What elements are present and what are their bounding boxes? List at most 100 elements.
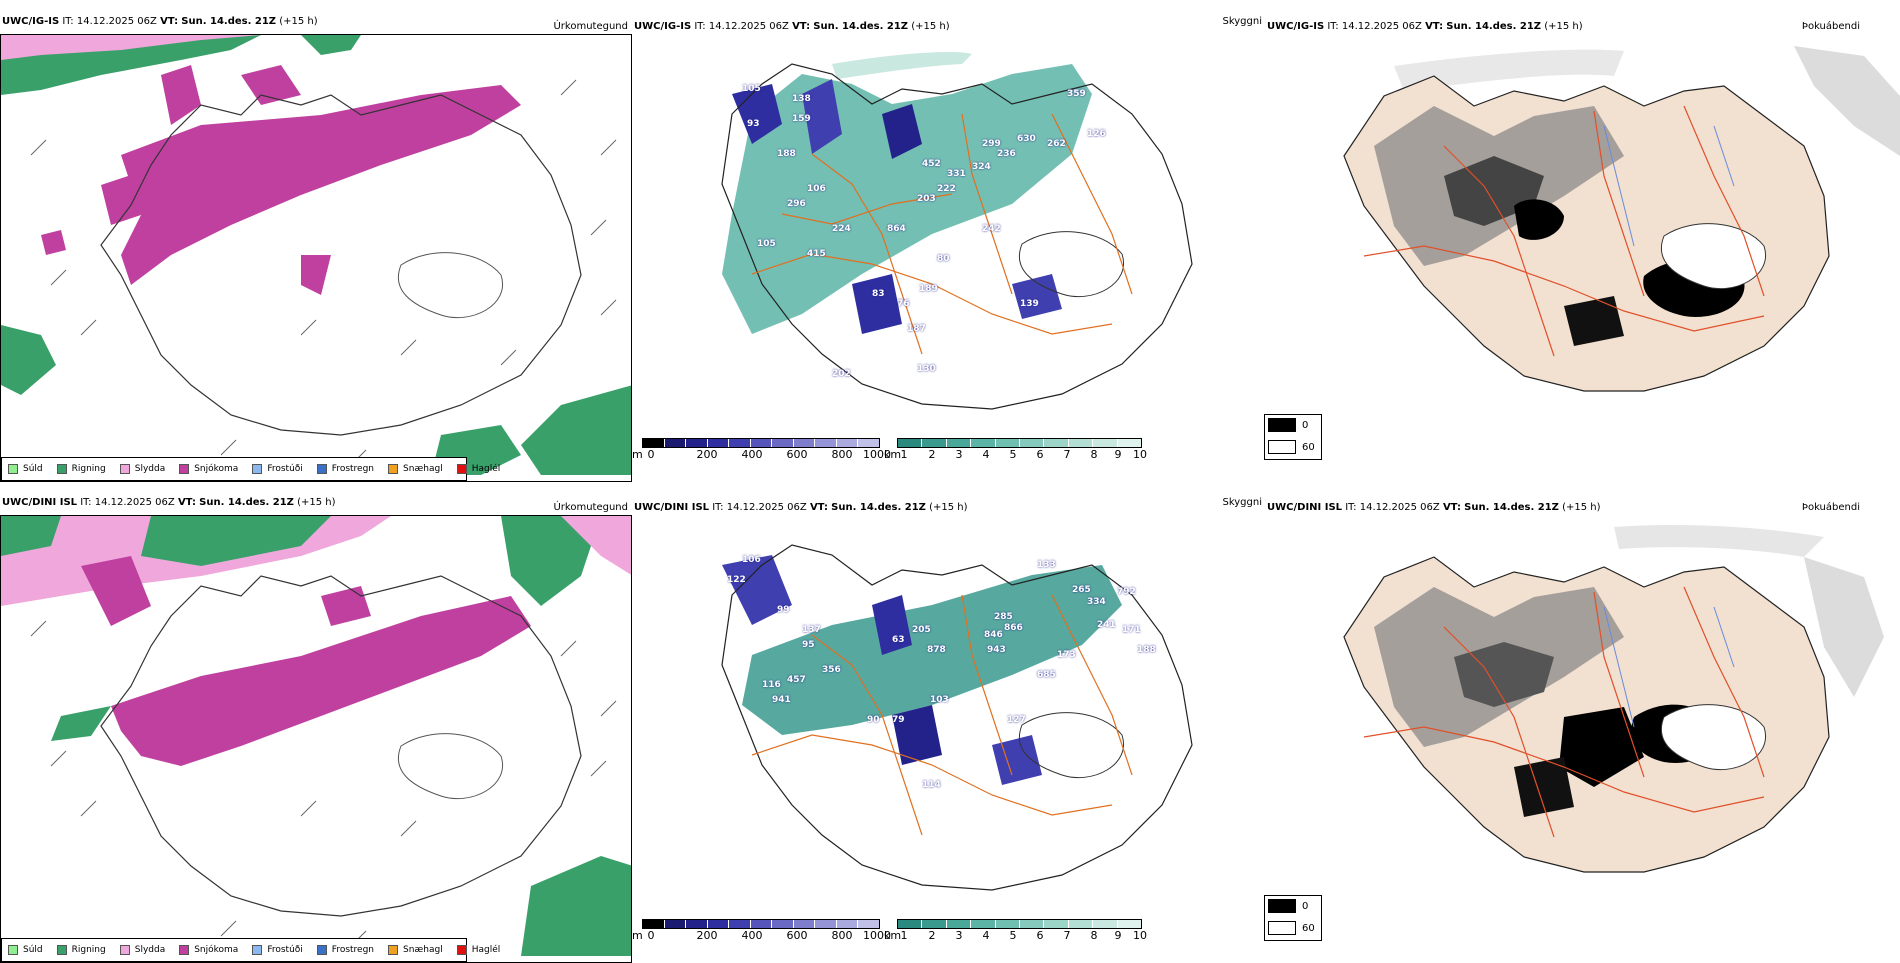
label-8: 941 (772, 695, 791, 705)
panel-title: Skyggni (1222, 16, 1262, 27)
init-time-label: IT: (694, 21, 706, 32)
panel-title: Skyggni (1222, 497, 1262, 508)
legend-item-frostudi: Frostúði (252, 945, 303, 955)
vis-tick: 1 (900, 448, 908, 461)
valid-time-value: Sun. 14.des. 21Z (831, 502, 926, 513)
fog-legend-item-0: 0 (1268, 899, 1308, 913)
label-30: 133 (1037, 560, 1056, 570)
lead-time: (+15 h) (911, 21, 950, 32)
legend-item-snjokoma: Snjókoma (179, 464, 238, 474)
label-10: 864 (887, 224, 906, 234)
vis-tick: 2 (928, 448, 936, 461)
label-15: 324 (972, 162, 991, 172)
vis-tick: 9 (1114, 448, 1122, 461)
height-tick: 800 (831, 929, 853, 942)
height-tick: 200 (696, 448, 718, 461)
label-14: 285 (994, 612, 1013, 622)
legend-item-frostregn: Frostregn (316, 945, 374, 955)
lead-time: (+15 h) (1562, 502, 1601, 513)
lead-time: (+15 h) (279, 16, 318, 27)
height-tick: 1000 (863, 929, 891, 942)
valid-time-label: VT: (1425, 21, 1444, 32)
label-5: 95 (802, 640, 815, 650)
model-name: UWC/IG-IS (2, 16, 60, 27)
panel-header: UWC/DINI ISL IT: 14.12.2025 06Z VT: Sun.… (1267, 502, 1601, 514)
label-16: 173 (1057, 650, 1076, 660)
label-4: 188 (777, 149, 796, 159)
label-30: 130 (917, 364, 936, 374)
label-23: 80 (937, 254, 950, 264)
valid-time-label: VT: (160, 16, 179, 27)
panel-header: UWC/IG-IS IT: 14.12.2025 06Z VT: Sun. 14… (1267, 21, 1583, 33)
label-23: 188 (1137, 645, 1156, 655)
model-name: UWC/IG-IS (634, 21, 692, 32)
label-1: 105 (742, 84, 761, 94)
panel-header: UWC/DINI ISL IT: 14.12.2025 06Z VT: Sun.… (634, 502, 968, 514)
fog-panel-bottom: UWC/DINI ISL IT: 14.12.2025 06Z VT: Sun.… (1264, 497, 1900, 947)
label-11: 452 (922, 159, 941, 169)
height-tick: 0 (647, 929, 655, 942)
label-19: 262 (1047, 139, 1066, 149)
panel-title: Þokuábendi (1801, 21, 1860, 32)
visibility-map: 105 138 159 188 106 296 105 415 224 864 … (632, 34, 1264, 429)
init-time-value: 14.12.2025 06Z (1341, 21, 1422, 32)
vis-tick: 8 (1090, 448, 1098, 461)
label-29: 202 (832, 369, 851, 379)
legend-item-sudl: Súld (8, 464, 43, 474)
fog-panel-top: UWC/IG-IS IT: 14.12.2025 06Z VT: Sun. 14… (1264, 16, 1900, 466)
height-tick: 200 (696, 929, 718, 942)
label-21: 241 (1097, 620, 1116, 630)
vis-tick: 6 (1036, 448, 1044, 461)
label-6: 457 (787, 675, 806, 685)
vis-tick: 7 (1063, 929, 1071, 942)
label-28: 114 (922, 780, 941, 790)
visibility-colorbar (897, 438, 1142, 448)
legend-item-frostudi: Frostúði (252, 464, 303, 474)
label-17: 236 (997, 149, 1016, 159)
label-4: 137 (802, 625, 821, 635)
label-22: 171 (1122, 625, 1141, 635)
valid-time-value: Sun. 14.des. 21Z (813, 21, 909, 32)
label-27: 76 (897, 299, 910, 309)
label-13: 866 (1004, 623, 1023, 633)
model-name: UWC/DINI ISL (2, 497, 78, 508)
fog-legend-item-60: 60 (1268, 440, 1315, 454)
height-tick: 400 (741, 448, 763, 461)
vis-tick: 7 (1063, 448, 1071, 461)
label-3: 99 (777, 605, 790, 615)
valid-time-value: Sun. 14.des. 21Z (181, 16, 277, 27)
fog-map (1264, 517, 1900, 912)
label-19: 334 (1087, 597, 1106, 607)
vis-tick: 8 (1090, 929, 1098, 942)
label-6: 296 (787, 199, 806, 209)
height-tick: 800 (831, 448, 853, 461)
legend-item-snjokoma: Snjókoma (179, 945, 238, 955)
label-12: 846 (984, 630, 1003, 640)
lead-time: (+15 h) (297, 497, 336, 508)
init-time-value: 14.12.2025 06Z (94, 497, 175, 508)
height-tick: 1000 (863, 448, 891, 461)
label-28: 187 (907, 324, 926, 334)
label-11: 943 (987, 645, 1006, 655)
valid-time-label: VT: (1442, 502, 1461, 513)
precip-legend: Súld Rigning Slydda Snjókoma Frostúði Fr… (1, 938, 500, 962)
fog-map (1264, 36, 1900, 431)
legend-item-haglel: Haglél (456, 945, 500, 955)
height-tick: 400 (741, 929, 763, 942)
label-25: 83 (872, 289, 885, 299)
vis-tick: 10 (1133, 448, 1147, 461)
vis-tick: 3 (955, 448, 963, 461)
valid-time-label: VT: (177, 497, 196, 508)
vis-tick: 3 (955, 929, 963, 942)
legend-item-frostregn: Frostregn (316, 464, 374, 474)
precip-type-panel-top: UWC/IG-IS IT: 14.12.2025 06Z VT: Sun. 14… (0, 16, 632, 482)
init-time-value: 14.12.2025 06Z (1359, 502, 1440, 513)
init-time-value: 14.12.2025 06Z (726, 502, 807, 513)
label-24: 139 (1020, 299, 1039, 309)
height-tick: 600 (786, 929, 808, 942)
visibility-panel-top: UWC/IG-IS IT: 14.12.2025 06Z VT: Sun. 14… (632, 16, 1264, 466)
label-16: 299 (982, 139, 1001, 149)
model-name: UWC/IG-IS (1267, 21, 1325, 32)
visibility-map: 106 122 99 137 95 457 116 941 356 878 94… (632, 515, 1264, 910)
precip-type-panel-bottom: UWC/DINI ISL IT: 14.12.2025 06Z VT: Sun.… (0, 497, 632, 963)
